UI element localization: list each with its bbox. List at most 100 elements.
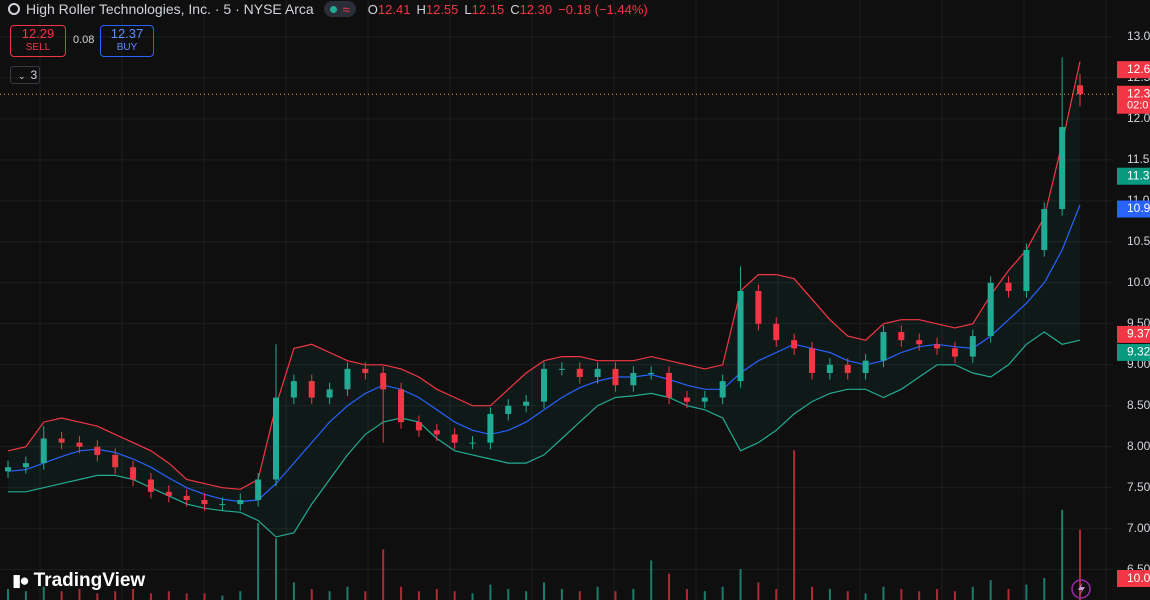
- indicators-toggle[interactable]: ⌄ 3: [10, 66, 40, 84]
- status-dot: [329, 5, 337, 13]
- volume-bar: [507, 589, 510, 600]
- candle-body: [683, 397, 690, 402]
- ohlc-item: O12.41: [368, 2, 411, 17]
- volume-bar: [221, 595, 224, 600]
- volume-bar: [543, 582, 545, 600]
- candle-body: [147, 479, 154, 492]
- candle-body: [255, 479, 262, 500]
- status[interactable]: ≈: [323, 1, 356, 17]
- candle-body: [951, 348, 958, 357]
- y-tick-label: 13.00: [1127, 29, 1150, 43]
- ohlc-value: 12.15: [471, 2, 505, 17]
- y-tick-label: 8.00: [1127, 439, 1150, 453]
- ohlc-value: 12.30: [519, 2, 553, 17]
- candle-body: [880, 331, 887, 361]
- candle-body: [451, 434, 458, 443]
- candle-body: [344, 368, 351, 390]
- candle-body: [809, 348, 815, 373]
- price-badge-label: 10.9: [1127, 201, 1150, 215]
- alert-icon: [1071, 579, 1091, 599]
- candle-body: [237, 500, 244, 505]
- volume-bar: [364, 591, 367, 600]
- price-badge-label: 12.3: [1127, 86, 1150, 100]
- volume-badge: [1117, 570, 1150, 587]
- candle-body: [183, 495, 190, 500]
- y-tick-label: 10.50: [1127, 234, 1150, 248]
- candle-body: [415, 422, 422, 431]
- y-tick-label: 8.50: [1127, 398, 1150, 412]
- candle-body: [541, 368, 547, 402]
- candle-body: [1005, 282, 1012, 291]
- price-badge: [1117, 85, 1150, 114]
- price-badge-label: 12.6: [1127, 62, 1150, 76]
- price-badge: [1117, 343, 1150, 361]
- buy-price: 12.37: [110, 26, 144, 41]
- candle-body: [112, 454, 119, 468]
- candle-body: [5, 467, 11, 472]
- volume-bar: [275, 538, 277, 600]
- volume-bar: [1025, 584, 1028, 600]
- volume-bar: [1079, 529, 1081, 600]
- sell-price: 12.29: [21, 26, 55, 41]
- sell-label: SELL: [25, 42, 51, 53]
- candle-body: [362, 368, 369, 373]
- spread: 0.08: [73, 34, 95, 46]
- candle-body: [398, 389, 405, 423]
- volume-bar: [614, 591, 617, 600]
- candle-body: [76, 442, 83, 447]
- band-basis: [7, 204, 1081, 503]
- volume-bar: [257, 523, 260, 600]
- price-badge: [1117, 200, 1150, 218]
- price-badge-label: 9.37: [1127, 327, 1150, 341]
- candle-body: [130, 467, 137, 480]
- alert-bolt: [1078, 582, 1085, 596]
- candle-body: [701, 397, 708, 402]
- volume-bar: [703, 591, 706, 600]
- volume-bar: [811, 586, 813, 600]
- candle-body: [1077, 85, 1083, 95]
- volume-bar: [453, 591, 456, 600]
- symbol[interactable]: High Roller Technologies, Inc. · 5 · NYS…: [26, 1, 314, 17]
- candle-body: [523, 401, 530, 406]
- candle-body: [648, 372, 655, 374]
- logo[interactable]: ▮● TradingView: [12, 570, 145, 592]
- candle-body: [58, 438, 65, 443]
- volume-bar: [1007, 589, 1010, 600]
- volume-bar: [489, 584, 492, 600]
- indicators-count: 3: [30, 68, 38, 82]
- volume-bar: [346, 586, 349, 600]
- candle-body: [898, 331, 905, 341]
- sell-button[interactable]: 12.29 SELL: [10, 25, 66, 57]
- volume-bar: [560, 589, 563, 600]
- candle-body: [969, 336, 976, 357]
- volume-bar: [650, 560, 653, 600]
- volume-bar: [185, 593, 188, 600]
- volume-bar: [757, 582, 760, 600]
- y-tick-label: 7.00: [1127, 521, 1150, 535]
- candle-body: [1041, 209, 1048, 250]
- volume-bar: [310, 589, 313, 600]
- ohlc-key: H: [416, 2, 426, 17]
- volume-bar: [525, 591, 528, 600]
- volume-bar: [668, 573, 671, 600]
- volume-bar: [239, 591, 242, 600]
- ohlc-value: 12.41: [377, 2, 411, 17]
- volume-bar: [989, 580, 992, 600]
- candle-body: [487, 413, 494, 443]
- volume-bar: [632, 589, 635, 600]
- candle-body: [433, 430, 440, 435]
- volume-bar: [793, 450, 796, 600]
- y-tick-label: 12.00: [1127, 111, 1150, 125]
- buy-button[interactable]: 12.37 BUY: [100, 25, 154, 57]
- candle-body: [1059, 127, 1066, 210]
- price-badge: [1117, 325, 1150, 343]
- price-badge-label: 11.3: [1127, 168, 1150, 182]
- volume-bar: [846, 591, 849, 600]
- volume-bar: [114, 591, 117, 600]
- change: −0.18 (−1.44%): [558, 1, 648, 17]
- candle-body: [916, 340, 923, 345]
- candle-body: [737, 290, 744, 382]
- candle-body: [773, 323, 780, 341]
- volume-bar: [900, 589, 903, 600]
